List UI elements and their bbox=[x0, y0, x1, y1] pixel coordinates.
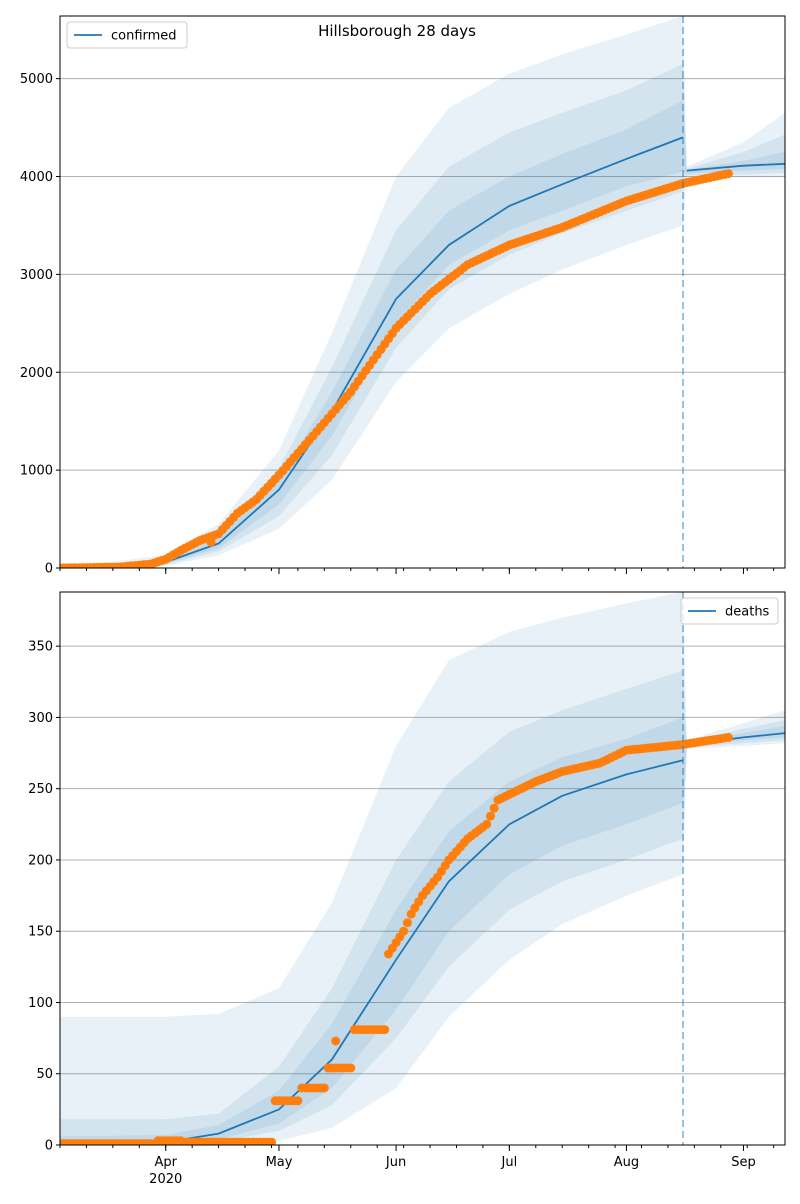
axes-frame bbox=[59, 591, 786, 1146]
observed-point bbox=[319, 1083, 329, 1093]
y-tick-label: 300 bbox=[28, 711, 53, 726]
confirmed-panel: 0 1000 2000 3000 4000 5000 confirmed bbox=[20, 15, 786, 577]
observed-point bbox=[489, 803, 499, 813]
uncertainty-band-1 bbox=[60, 16, 785, 568]
legend: deaths bbox=[680, 597, 779, 625]
y-tick-label: 1000 bbox=[20, 464, 53, 479]
y-tick-label: 150 bbox=[28, 925, 53, 940]
uncertainty-band-3 bbox=[60, 717, 785, 1145]
uncertainty-band-1 bbox=[60, 592, 785, 1145]
observed-point bbox=[486, 811, 495, 821]
observed-points bbox=[60, 169, 733, 568]
deaths-panel: 0 50 100 150 200 250 300 350 Apr 2020 May Jun Jul Aug… bbox=[28, 591, 786, 1187]
y-tick-label: 3000 bbox=[20, 268, 53, 283]
y-tick-label: 250 bbox=[28, 782, 53, 797]
x-tick-sublabel: 2020 bbox=[149, 1172, 182, 1187]
legend: confirmed bbox=[66, 21, 188, 49]
observed-point bbox=[331, 1036, 341, 1046]
y-tick-label: 0 bbox=[45, 562, 53, 577]
y-tick-label: 2000 bbox=[20, 366, 53, 381]
model-line bbox=[60, 759, 684, 1145]
plot-area bbox=[60, 592, 785, 1145]
uncertainty-band-2 bbox=[60, 64, 785, 568]
figure-title: Hillsborough 28 days bbox=[318, 22, 476, 40]
observed-point bbox=[267, 1137, 276, 1145]
legend-box bbox=[66, 21, 188, 49]
model-forecast-line bbox=[686, 162, 785, 172]
y-tick-label: 50 bbox=[36, 1067, 53, 1082]
x-tick-label: Apr bbox=[154, 1155, 177, 1170]
observed-points bbox=[60, 732, 733, 1145]
x-tick-label: Jun bbox=[385, 1155, 406, 1170]
observed-point bbox=[723, 169, 733, 179]
observed-point bbox=[482, 819, 492, 829]
y-tick-label: 0 bbox=[45, 1139, 53, 1154]
y-tick-label: 5000 bbox=[20, 72, 53, 87]
x-tick-label: May bbox=[266, 1155, 293, 1170]
legend-label: deaths bbox=[725, 605, 770, 620]
axes-frame bbox=[59, 15, 786, 569]
observed-point bbox=[346, 1063, 356, 1073]
plot-area bbox=[60, 16, 785, 568]
legend-box bbox=[680, 597, 779, 625]
observed-point bbox=[206, 537, 216, 547]
uncertainty-band-2 bbox=[60, 670, 785, 1145]
x-tick-label: Jul bbox=[501, 1155, 518, 1170]
x-tick-label: Sep bbox=[731, 1155, 756, 1170]
x-tick-label: Aug bbox=[614, 1155, 639, 1170]
y-tick-label: 350 bbox=[28, 640, 53, 655]
observed-point bbox=[399, 926, 409, 936]
observed-point bbox=[380, 1025, 390, 1035]
observed-point bbox=[293, 1096, 303, 1106]
observed-point bbox=[402, 918, 412, 928]
observed-point bbox=[723, 732, 733, 742]
y-tick-label: 100 bbox=[28, 996, 53, 1011]
legend-label: confirmed bbox=[111, 29, 177, 44]
y-tick-label: 4000 bbox=[20, 170, 53, 185]
y-tick-label: 200 bbox=[28, 853, 53, 868]
